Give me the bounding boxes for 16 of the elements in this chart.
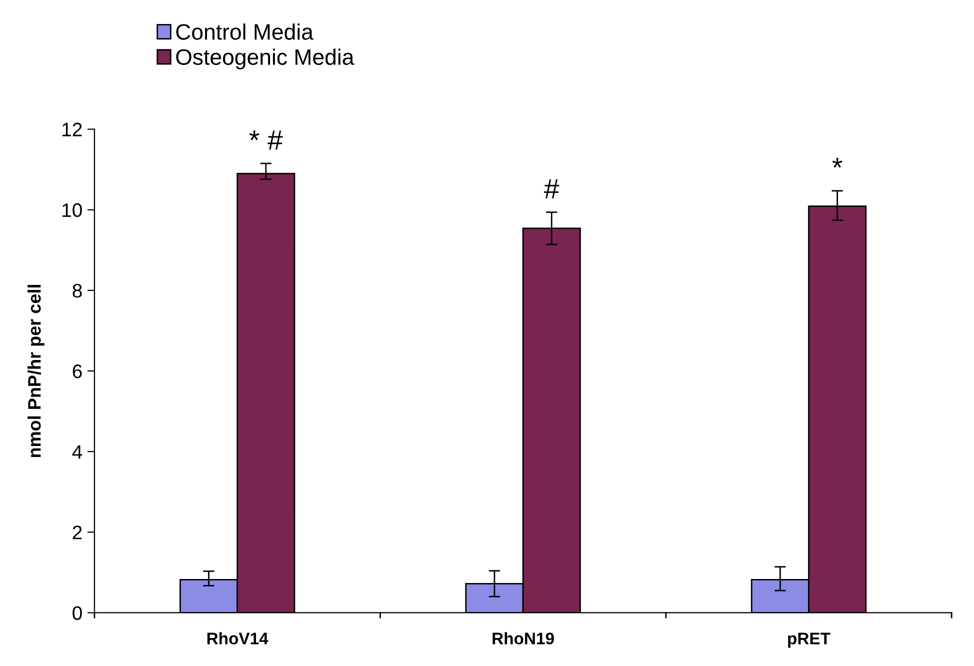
y-tick-label: 10 — [62, 203, 82, 218]
x-tick-label: RhoN19 — [492, 632, 554, 644]
y-tick-label: 8 — [72, 284, 82, 298]
legend-label: Control Media — [176, 23, 314, 40]
legend-label: Osteogenic Media — [176, 48, 354, 70]
y-tick-label: 12 — [62, 122, 82, 136]
x-tick-label: RhoV14 — [207, 632, 268, 644]
annotation: * — [832, 158, 842, 168]
y-tick-label: 6 — [72, 364, 82, 378]
x-tick-label: pRET — [788, 632, 830, 648]
y-tick-label: 2 — [72, 526, 82, 540]
y-tick-label: 4 — [72, 445, 82, 459]
annotation: * # — [249, 130, 283, 150]
y-tick-label: 0 — [72, 606, 82, 620]
annotation: # — [544, 179, 560, 198]
y-axis-title: nmol PnP/hr per cell — [28, 284, 44, 458]
